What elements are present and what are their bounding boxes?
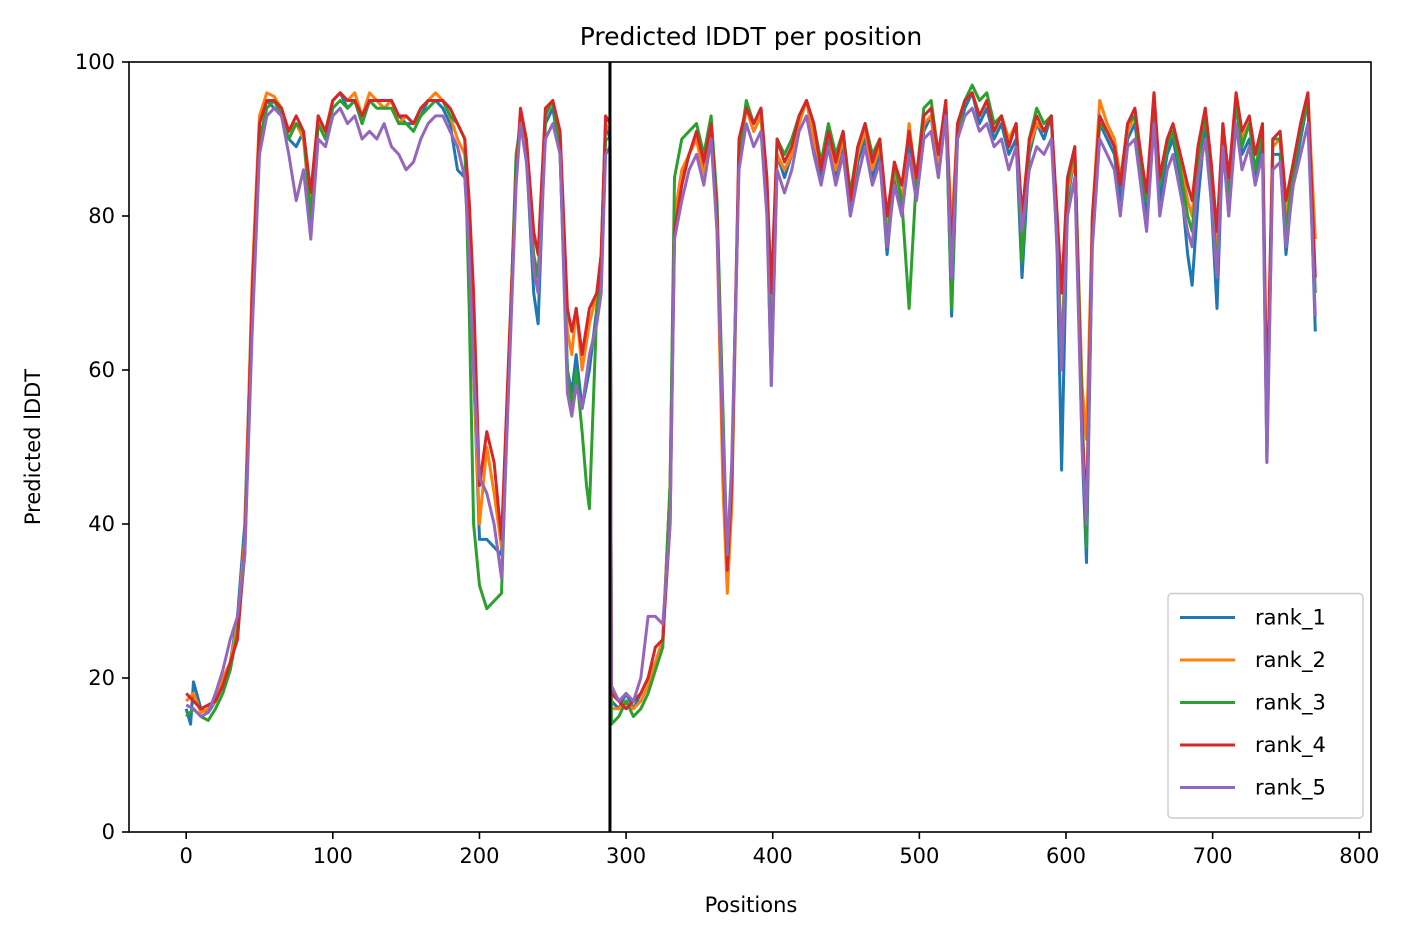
x-tick-label: 0 bbox=[180, 844, 193, 868]
plot-area bbox=[184, 62, 1317, 832]
legend-label-rank-3: rank_3 bbox=[1255, 691, 1326, 716]
legend-label-rank-1: rank_1 bbox=[1255, 606, 1326, 631]
legend: rank_1 rank_2 rank_3 rank_4 rank_5 bbox=[1167, 592, 1364, 819]
x-tick-label: 400 bbox=[753, 844, 793, 868]
x-tick-label: 600 bbox=[1046, 844, 1086, 868]
y-tick-label: 20 bbox=[88, 666, 115, 690]
y-axis-title: Predicted lDDT bbox=[21, 369, 45, 525]
x-tick-label: 700 bbox=[1193, 844, 1233, 868]
series-line-rank-4 bbox=[185, 91, 1317, 711]
y-tick-label: 60 bbox=[88, 358, 115, 382]
y-tick-label: 0 bbox=[102, 820, 115, 844]
axes: 0 100 200 300 400 500 600 700 800 0 20 40 60 80 100 bbox=[75, 50, 1379, 868]
x-tick-label: 500 bbox=[899, 844, 939, 868]
chart-title: Predicted lDDT per position bbox=[580, 22, 922, 51]
x-axis-title: Positions bbox=[705, 893, 798, 917]
x-tick-label: 100 bbox=[313, 844, 353, 868]
legend-label-rank-4: rank_4 bbox=[1255, 733, 1326, 758]
y-tick-label: 40 bbox=[88, 512, 115, 536]
x-tick-label: 300 bbox=[606, 844, 646, 868]
x-tick-label: 200 bbox=[459, 844, 499, 868]
x-tick-label: 800 bbox=[1339, 844, 1379, 868]
legend-label-rank-5: rank_5 bbox=[1255, 776, 1326, 801]
plot-frame bbox=[128, 61, 1372, 833]
y-tick-label: 80 bbox=[88, 204, 115, 228]
y-tick-label: 100 bbox=[75, 50, 115, 74]
series-line-rank-5 bbox=[185, 106, 1317, 718]
legend-box bbox=[1167, 592, 1364, 819]
legend-label-rank-2: rank_2 bbox=[1255, 648, 1326, 673]
